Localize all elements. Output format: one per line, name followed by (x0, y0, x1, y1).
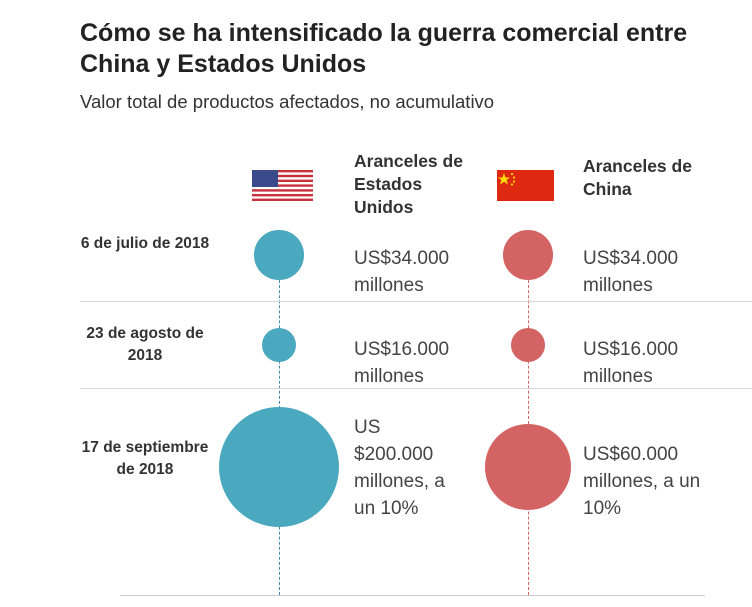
row-date: 23 de agosto de 2018 (86, 325, 204, 364)
china-series-header: Aranceles de China (583, 156, 692, 199)
us-value-label: US$34.000 millones (354, 248, 450, 296)
china-flag-icon (497, 170, 554, 201)
row-date: 6 de julio de 2018 (80, 235, 210, 252)
us-value-label: US$16.000 millones (354, 339, 450, 387)
us-flag-icon (252, 170, 313, 201)
china-bubble (485, 424, 571, 510)
china-bubble (511, 328, 545, 362)
china-bubble (503, 230, 553, 280)
us-bubble (262, 328, 296, 362)
bottom-divider (120, 595, 705, 596)
row-date: 17 de septiembre de 2018 (81, 439, 209, 478)
chart-subtitle: Valor total de productos afectados, no a… (80, 91, 495, 112)
china-value-label: US$60.000 millones, a un 10% (583, 444, 701, 519)
row-divider (80, 301, 752, 302)
us-bubble (254, 230, 304, 280)
china-value-label: US$16.000 millones (583, 339, 679, 387)
us-series-header: Aranceles de Estados Unidos (354, 151, 463, 217)
row-divider (80, 388, 752, 389)
china-value-label: US$34.000 millones (583, 248, 679, 296)
us-bubble (219, 407, 339, 527)
chart-title: Cómo se ha intensificado la guerra comer… (80, 19, 688, 78)
us-value-label: US $200.000 millones, a un 10% (354, 417, 445, 519)
